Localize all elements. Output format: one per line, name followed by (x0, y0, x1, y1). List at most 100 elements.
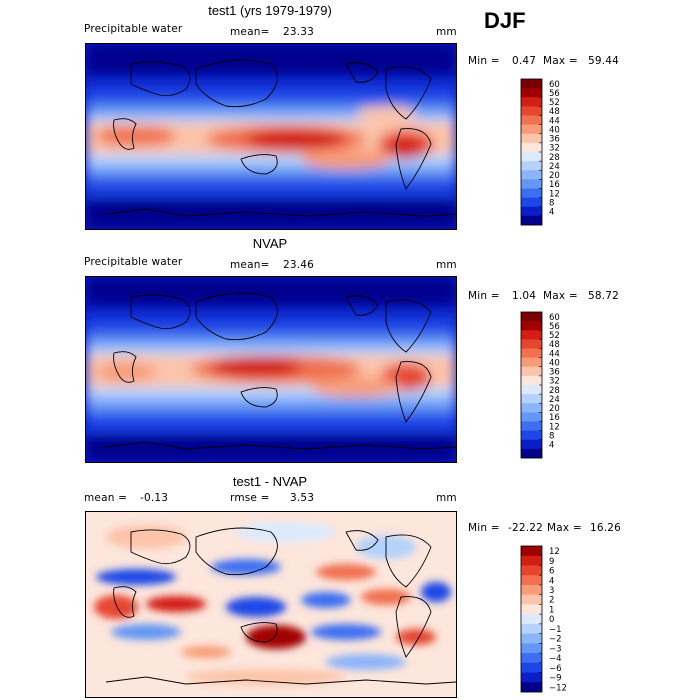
colorbar-tick-label: 12 (549, 189, 560, 199)
colorbar-tick-label: 16 (549, 180, 560, 190)
colorbar-tick-label: 60 (549, 313, 560, 323)
panel3-min-label: Min = (468, 522, 500, 534)
colorbar-tick-label: 20 (549, 171, 560, 181)
colorbar-swatch (521, 421, 542, 431)
colorbar-swatch (521, 385, 542, 395)
colorbar-swatch (521, 348, 542, 358)
panel1-map (85, 43, 457, 230)
colorbar-swatch (521, 133, 542, 144)
panel1-variable: Precipitable water (84, 23, 183, 35)
panel2-colorbar: 60 56 52 48 44 40 36 32 28 24 20 16 12 8 4 (520, 311, 581, 462)
panel3-max-label: Max = (547, 522, 582, 534)
colorbar-tick-label: 32 (549, 144, 560, 154)
colorbar-tick-label: 48 (549, 340, 560, 350)
panel3-units: mm (436, 492, 457, 504)
panel3-rmse-value: 3.53 (290, 492, 315, 504)
colorbar-tick-label: −1 (549, 625, 562, 635)
colorbar-swatch (521, 412, 542, 422)
colorbar-tick-label: 36 (549, 368, 560, 378)
colorbar-tick-label: 4 (549, 576, 554, 586)
colorbar-swatch (521, 584, 542, 595)
colorbar-swatch (521, 682, 542, 693)
colorbar-swatch (521, 565, 542, 576)
colorbar-tick-label: 56 (549, 89, 560, 99)
panel3-colorbar: 12 9 6 4 3 2 1 0 −1 −2 −3 −4 −6 −9 −12 (520, 545, 581, 693)
panel1-title: test1 (yrs 1979-1979) (208, 3, 332, 18)
colorbar-swatch (521, 575, 542, 586)
colorbar-swatch (521, 357, 542, 368)
panel1-mean-value: 23.33 (283, 26, 315, 38)
panel1-mean-label: mean= (230, 26, 270, 38)
panel3-map-svg (86, 512, 456, 697)
colorbar-swatch (521, 448, 542, 459)
colorbar-swatch (521, 115, 542, 125)
colorbar-tick-label: −3 (549, 644, 562, 654)
colorbar-tick-label: 52 (549, 331, 560, 341)
colorbar-tick-label: 8 (549, 431, 554, 441)
panel2-max-value: 58.72 (588, 290, 620, 302)
colorbar-tick-label: 28 (549, 153, 560, 163)
season-label: DJF (484, 8, 526, 33)
colorbar-tick-label: 9 (549, 557, 554, 567)
colorbar-tick-label: −12 (549, 683, 567, 693)
colorbar-swatch (521, 97, 542, 107)
colorbar-swatch (521, 79, 542, 89)
colorbar-swatch (521, 672, 542, 683)
colorbar-swatch (521, 206, 542, 217)
colorbar-swatch (521, 633, 542, 644)
colorbar-tick-label: 48 (549, 107, 560, 117)
colorbar-tick-label: −4 (549, 654, 562, 664)
colorbar-tick-label: 36 (549, 135, 560, 145)
coastlines (105, 292, 456, 450)
panel3-min-value: -22.22 (508, 522, 544, 534)
colorbar-tick-label: 32 (549, 377, 560, 387)
colorbar-swatch (521, 546, 542, 557)
panel1-min-value: 0.47 (512, 55, 537, 67)
colorbar-tick-label: 20 (549, 404, 560, 414)
colorbar-tick-label: −9 (549, 674, 562, 684)
colorbar-tick-label: 40 (549, 125, 560, 135)
panel3-mean-value: -0.13 (140, 492, 169, 504)
colorbar-swatch (521, 623, 542, 634)
panel2-max-label: Max = (543, 290, 578, 302)
colorbar-tick-label: 52 (549, 98, 560, 108)
colorbar-swatch (521, 375, 542, 386)
panel1-units: mm (436, 26, 457, 38)
colorbar-tick-label: 24 (549, 162, 560, 172)
panel1-min-label: Min = (468, 55, 500, 67)
colorbar-swatch (521, 321, 542, 331)
panel2-min-value: 1.04 (512, 290, 537, 302)
colorbar-tick-label: −6 (549, 664, 562, 674)
colorbar-swatch (521, 312, 542, 322)
panel3-title: test1 - NVAP (232, 474, 308, 489)
colorbar-swatch (521, 339, 542, 349)
colorbar-tick-label: 12 (549, 547, 560, 557)
colorbar-swatch (521, 662, 542, 673)
panel3-rmse-label: rmse = (230, 492, 270, 504)
colorbar-swatch (521, 604, 542, 615)
colorbar-swatch (521, 366, 542, 377)
colorbar-swatch (521, 614, 542, 625)
colorbar-tick-label: 16 (549, 413, 560, 423)
colorbar-tick-label: 2 (549, 596, 554, 606)
colorbar-tick-label: 24 (549, 395, 560, 405)
colorbar-tick-label: 0 (549, 615, 554, 625)
panel2-mean-label: mean= (230, 259, 270, 271)
colorbar-swatch (521, 170, 542, 180)
colorbar-swatch (521, 106, 542, 116)
colorbar-swatch (521, 142, 542, 153)
colorbar-swatch (521, 439, 542, 450)
colorbar-swatch (521, 197, 542, 208)
colorbar-swatch (521, 179, 542, 189)
colorbar-tick-label: 6 (549, 567, 554, 577)
colorbar-tick-label: 1 (549, 605, 554, 615)
colorbar-tick-label: 12 (549, 422, 560, 432)
colorbar-swatch (521, 215, 542, 226)
colorbar-swatch (521, 653, 542, 664)
colorbar-swatch (521, 594, 542, 605)
panel3-max-value: 16.26 (590, 522, 622, 534)
panel1-colorbar: 60 56 52 48 44 40 36 32 28 24 20 16 12 8 4 (520, 78, 581, 229)
panel2-mean-value: 23.46 (283, 259, 315, 271)
panel2-map (85, 276, 457, 463)
